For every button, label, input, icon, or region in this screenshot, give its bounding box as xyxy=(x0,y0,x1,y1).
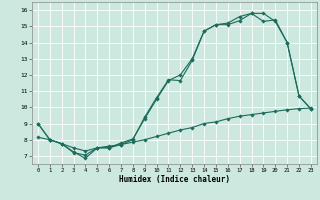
X-axis label: Humidex (Indice chaleur): Humidex (Indice chaleur) xyxy=(119,175,230,184)
